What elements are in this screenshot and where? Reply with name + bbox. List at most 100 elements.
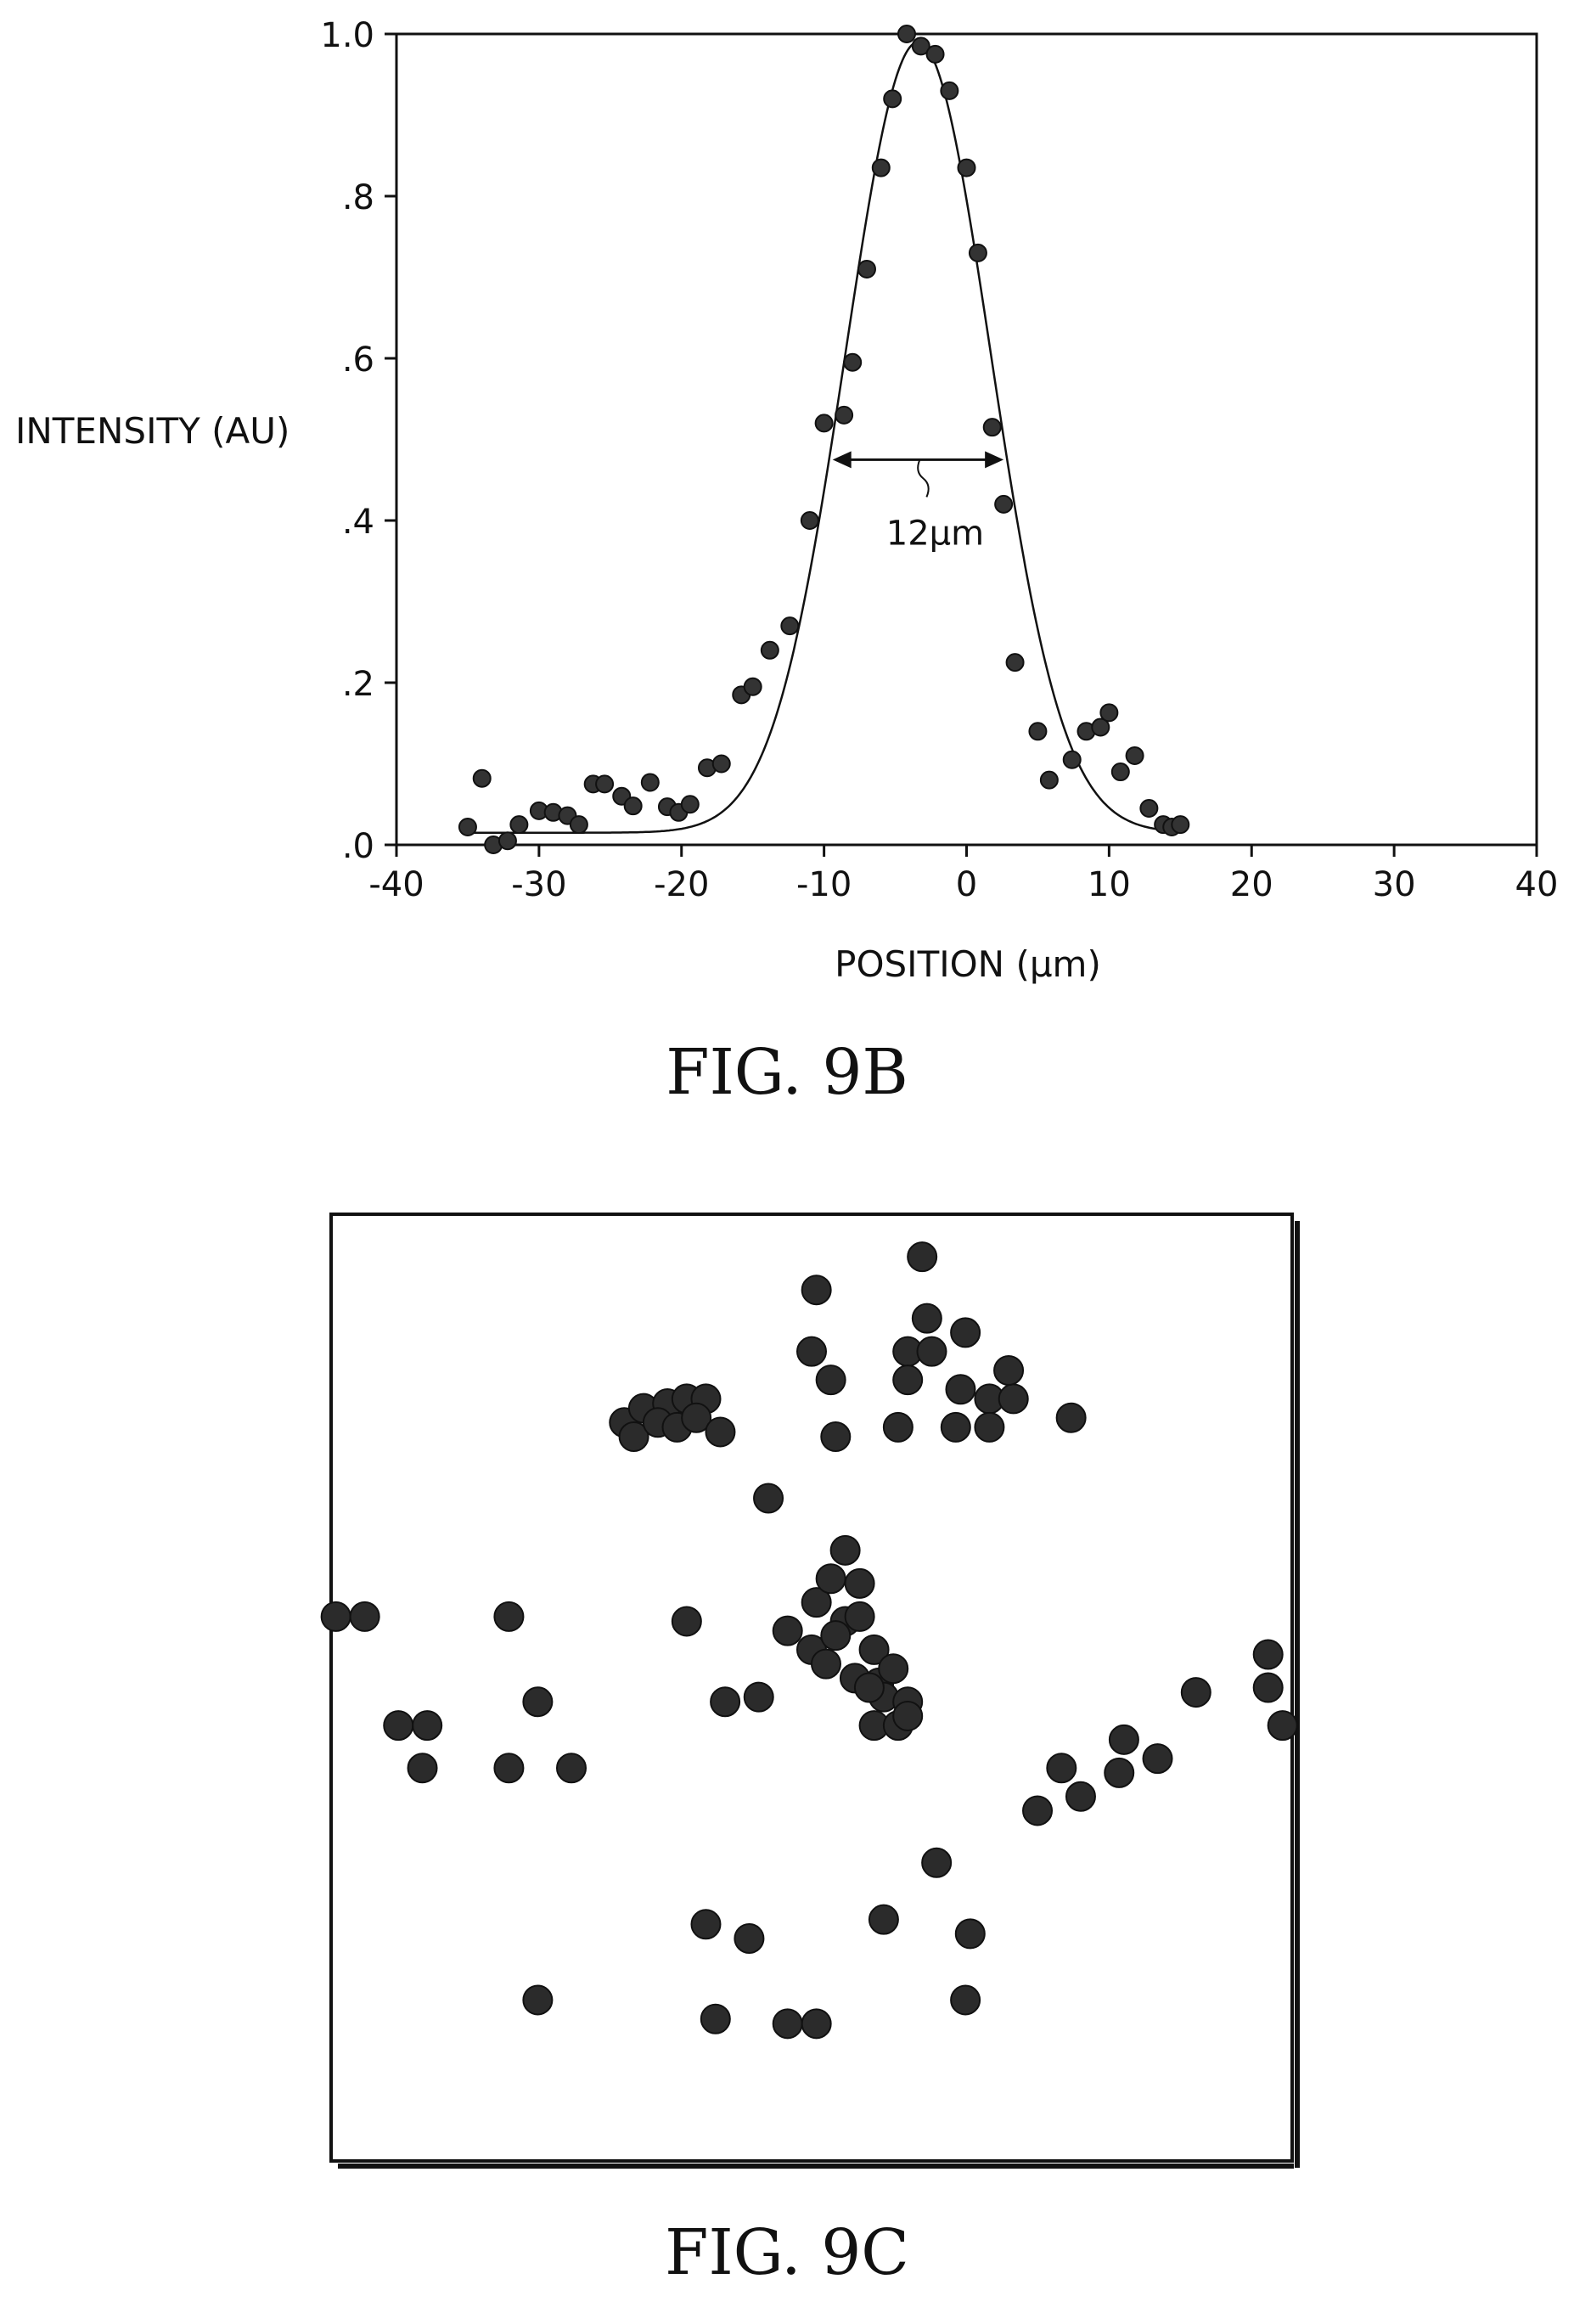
- data-point: [780, 616, 800, 636]
- particle: [878, 1653, 909, 1685]
- particle: [1065, 1781, 1096, 1812]
- particle: [734, 1922, 765, 1954]
- particle: [772, 1615, 803, 1646]
- particle: [1055, 1402, 1087, 1433]
- x-tick-label: 30: [1373, 865, 1416, 904]
- particle: [1104, 1757, 1135, 1788]
- x-tick-label: 0: [956, 865, 977, 904]
- particle: [820, 1421, 852, 1453]
- data-point: [800, 511, 819, 530]
- particle: [407, 1753, 438, 1784]
- y-tick-label: .6: [342, 340, 374, 380]
- particle: [671, 1606, 702, 1637]
- fwhm-arrowhead-right: [985, 451, 1004, 469]
- y-tick-label: 1.0: [320, 16, 374, 55]
- particle: [320, 1601, 351, 1632]
- y-tick-label: .0: [342, 827, 374, 866]
- x-tick-label: -30: [511, 865, 566, 904]
- particle: [844, 1601, 875, 1632]
- particle: [522, 1984, 554, 2016]
- particle: [1046, 1753, 1077, 1784]
- particle: [772, 2008, 803, 2040]
- particle: [1022, 1795, 1054, 1826]
- x-tick-label: 40: [1515, 865, 1559, 904]
- particle: [556, 1753, 587, 1784]
- data-point: [857, 259, 876, 279]
- particle: [1142, 1743, 1173, 1775]
- data-point: [458, 817, 477, 836]
- data-point: [957, 158, 976, 177]
- data-point: [595, 774, 615, 794]
- particle: [998, 1383, 1029, 1415]
- particle: [820, 1620, 852, 1652]
- fwhm-leader-line: [917, 459, 930, 498]
- figure-9c-caption: FIG. 9C: [665, 2216, 909, 2289]
- particle: [844, 1567, 875, 1599]
- data-points: [458, 25, 1190, 854]
- particle: [815, 1365, 846, 1396]
- data-point: [982, 418, 1002, 437]
- particle: [1252, 1672, 1284, 1703]
- particle: [916, 1336, 947, 1367]
- data-point: [835, 405, 854, 425]
- particle: [892, 1365, 924, 1396]
- data-point: [911, 37, 930, 56]
- particle-points: [320, 1241, 1298, 2040]
- figure-9b-caption: FIG. 9B: [666, 1036, 908, 1109]
- data-point: [883, 89, 902, 109]
- data-point: [1062, 750, 1082, 769]
- particle: [950, 1984, 981, 2016]
- figure-9c-image: [320, 1213, 1300, 2169]
- fwhm-label: 12μm: [886, 514, 984, 553]
- particle: [743, 1681, 774, 1713]
- data-point: [843, 352, 863, 372]
- plot-frame: [395, 32, 1538, 847]
- y-tick-label: .8: [342, 178, 374, 217]
- particle: [829, 1534, 861, 1566]
- particle: [618, 1421, 649, 1453]
- particle: [921, 1847, 953, 1878]
- particle: [801, 1587, 832, 1618]
- data-point: [1110, 762, 1130, 782]
- y-tick-label: .2: [342, 665, 374, 704]
- particle: [911, 1303, 942, 1334]
- x-tick-label: 10: [1088, 865, 1131, 904]
- particle: [882, 1411, 913, 1443]
- particle: [1108, 1724, 1139, 1755]
- data-point: [968, 243, 987, 262]
- particle: [868, 1904, 899, 1935]
- data-point: [760, 640, 779, 660]
- particle: [493, 1601, 525, 1632]
- x-tick-label: -10: [796, 865, 852, 904]
- particle: [907, 1241, 938, 1273]
- x-tick-label: -40: [368, 865, 424, 904]
- data-point: [1125, 746, 1144, 765]
- data-point: [940, 81, 959, 100]
- data-point: [897, 25, 916, 43]
- x-axis-label: POSITION (μm): [835, 943, 1101, 985]
- particle: [1180, 1677, 1211, 1708]
- particle: [690, 1909, 722, 1940]
- data-point: [871, 158, 891, 177]
- data-point: [1091, 717, 1110, 737]
- fwhm-arrowhead-left: [832, 451, 852, 469]
- particle: [412, 1710, 443, 1742]
- y-axis-label: INTENSITY (AU): [15, 410, 290, 452]
- image-border: [329, 1213, 1294, 2163]
- particle: [522, 1686, 554, 1718]
- data-point: [711, 754, 731, 774]
- particle: [710, 1686, 741, 1718]
- particle: [349, 1601, 380, 1632]
- x-tick-label: 20: [1230, 865, 1273, 904]
- particle: [940, 1411, 971, 1443]
- plot-border: [395, 32, 1538, 847]
- data-point: [623, 796, 643, 816]
- particle: [705, 1416, 736, 1448]
- data-point: [1139, 799, 1159, 819]
- particle: [1252, 1639, 1284, 1670]
- y-axis-title-group: INTENSITY (AU): [15, 410, 290, 452]
- particle: [945, 1374, 976, 1405]
- particle: [853, 1672, 885, 1703]
- particle: [810, 1648, 841, 1680]
- data-point: [569, 815, 588, 835]
